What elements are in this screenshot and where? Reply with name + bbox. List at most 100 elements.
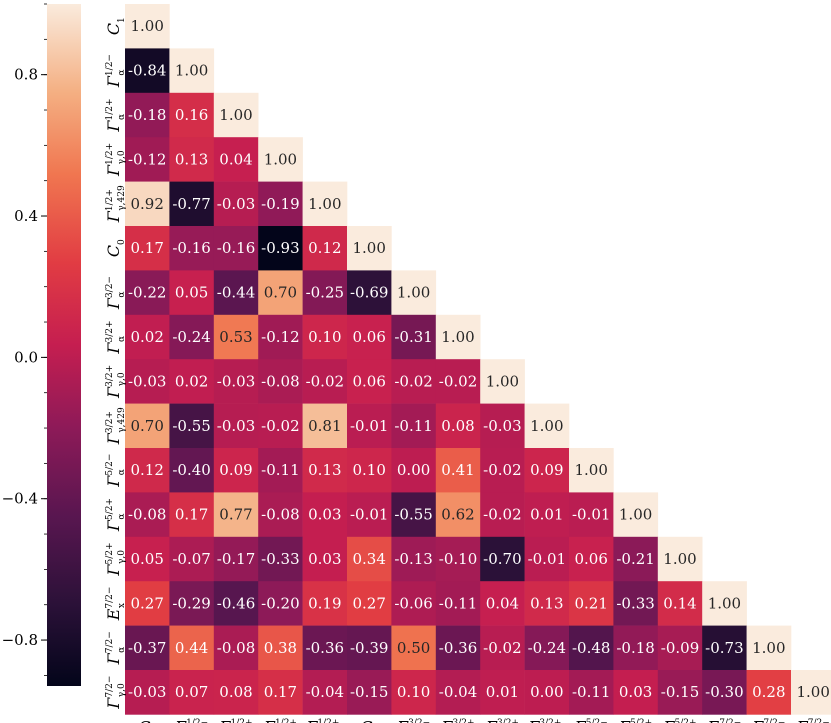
heatmap-cell xyxy=(347,625,392,671)
heatmap-cell xyxy=(125,92,170,138)
cell-value-label: 0.27 xyxy=(352,594,385,612)
heatmap-cell xyxy=(480,448,525,493)
cell-value-label: 0.01 xyxy=(486,683,519,701)
heatmap-cell xyxy=(169,403,215,449)
colorbar: 0.8 0.4 0.0 −0.4 −0.8 xyxy=(2,3,81,686)
heatmap-cell xyxy=(391,625,437,671)
heatmap-cell xyxy=(258,448,303,493)
heatmap-cell xyxy=(347,226,392,271)
cell-value-label: -0.12 xyxy=(128,150,166,168)
heatmap-cell xyxy=(169,670,215,715)
cell-value-label: 0.00 xyxy=(397,461,430,479)
cell-value-label: -0.24 xyxy=(528,639,566,657)
cell-value-label: -0.02 xyxy=(439,372,477,390)
y-axis-label: Γ3/2+ γ,0 xyxy=(104,365,127,399)
cell-value-label: -0.11 xyxy=(439,594,477,612)
cell-value-label: 0.09 xyxy=(219,461,252,479)
y-label-group: Γ1/2+ γ,429 xyxy=(104,185,127,223)
cell-value-label: 0.05 xyxy=(130,550,163,568)
x-axis-label: Γ1/2+α xyxy=(218,717,252,723)
heatmap-cell xyxy=(213,670,259,715)
cell-value-label: 1.00 xyxy=(663,550,696,568)
heatmap-cell xyxy=(169,581,215,626)
heatmap-cell xyxy=(657,625,703,671)
x-axis-label: Γ5/2+γ,0 xyxy=(662,717,696,723)
cell-value-label: 0.10 xyxy=(308,328,341,346)
cell-value-label: 0.62 xyxy=(441,506,474,524)
heatmap-cell xyxy=(613,670,659,715)
cell-value-label: 0.21 xyxy=(574,594,607,612)
y-label-group: Γ1/2+ α xyxy=(104,98,127,132)
heatmap-cell xyxy=(480,581,525,626)
cell-value-label: -0.48 xyxy=(572,639,610,657)
heatmap-cell xyxy=(347,492,392,538)
heatmap-cell xyxy=(524,403,570,449)
colorbar-tick-label: −0.8 xyxy=(2,631,38,649)
heatmap-cells: 1.00 -0.84 1.00 -0.18 0.16 1.00 -0.12 0.13 0.04 1… xyxy=(125,4,831,715)
heatmap-cell xyxy=(569,536,614,582)
heatmap-cell xyxy=(657,536,703,582)
heatmap-cell xyxy=(125,492,170,538)
heatmap-cell xyxy=(258,181,303,227)
y-axis-label: Γ1/2+ γ,429 xyxy=(104,185,127,223)
cell-value-label: 1.00 xyxy=(219,106,252,124)
x-axis-label: Γ5/2+α xyxy=(618,717,652,723)
heatmap-cell xyxy=(569,492,614,538)
cell-value-label: 0.41 xyxy=(441,461,474,479)
cell-value-label: 0.28 xyxy=(752,683,785,701)
heatmap-cell xyxy=(169,492,215,538)
x-axis-label: C0 xyxy=(360,717,378,723)
cell-value-label: -0.77 xyxy=(172,195,210,213)
heatmap-cell xyxy=(569,670,614,715)
cell-value-label: -0.24 xyxy=(172,328,210,346)
cell-value-label: -0.02 xyxy=(483,461,521,479)
colorbar-tick-label: 0.0 xyxy=(14,348,38,366)
heatmap-cell xyxy=(391,359,437,404)
cell-value-label: -0.21 xyxy=(616,550,654,568)
cell-value-label: 1.00 xyxy=(619,506,652,524)
cell-value-label: 0.44 xyxy=(175,639,208,657)
cell-value-label: -0.01 xyxy=(350,506,388,524)
heatmap-cell xyxy=(258,270,303,316)
heatmap-cell xyxy=(258,581,303,626)
cell-value-label: -0.03 xyxy=(217,417,255,435)
x-axis-label: Γ5/2−α xyxy=(574,717,608,723)
heatmap-cell xyxy=(435,581,481,626)
heatmap-cell xyxy=(791,670,831,715)
heatmap-cell xyxy=(391,492,437,538)
heatmap-cell xyxy=(169,448,215,493)
cell-value-label: 0.77 xyxy=(219,506,252,524)
heatmap-cell xyxy=(169,181,215,227)
y-label-group: Γ5/2− α xyxy=(104,454,127,488)
y-axis-label: Γ1/2− α xyxy=(104,54,127,88)
cell-value-label: 1.00 xyxy=(264,150,297,168)
cell-value-label: -0.11 xyxy=(261,461,299,479)
cell-value-label: 1.00 xyxy=(796,683,829,701)
colorbar-tick-label: −0.4 xyxy=(2,490,38,508)
cell-value-label: -0.30 xyxy=(705,683,743,701)
heatmap-cell xyxy=(169,625,215,671)
cell-value-label: -0.04 xyxy=(439,683,477,701)
cell-value-label: 0.02 xyxy=(175,372,208,390)
cell-value-label: -0.39 xyxy=(350,639,388,657)
cell-value-label: 0.03 xyxy=(308,506,341,524)
heatmap-cell xyxy=(169,359,215,404)
cell-value-label: -0.69 xyxy=(350,284,388,302)
heatmap-cell xyxy=(391,448,437,493)
cell-value-label: -0.08 xyxy=(261,506,299,524)
y-axis-label: Γ3/2+ γ,429 xyxy=(104,407,127,445)
heatmap-cell xyxy=(435,359,481,404)
heatmap-cell xyxy=(125,403,170,449)
heatmap-cell xyxy=(213,403,259,449)
y-axis-label: E7/2− x xyxy=(104,587,127,622)
cell-value-label: 0.16 xyxy=(175,106,208,124)
cell-value-label: 1.00 xyxy=(708,594,741,612)
cell-value-label: -0.29 xyxy=(172,594,210,612)
heatmap-cell xyxy=(302,270,348,316)
cell-value-label: -0.46 xyxy=(217,594,255,612)
heatmap-cell xyxy=(302,536,348,582)
heatmap-cell xyxy=(302,226,348,271)
heatmap-cell xyxy=(347,314,392,360)
heatmap-cell xyxy=(524,581,570,626)
cell-value-label: 0.81 xyxy=(308,417,341,435)
